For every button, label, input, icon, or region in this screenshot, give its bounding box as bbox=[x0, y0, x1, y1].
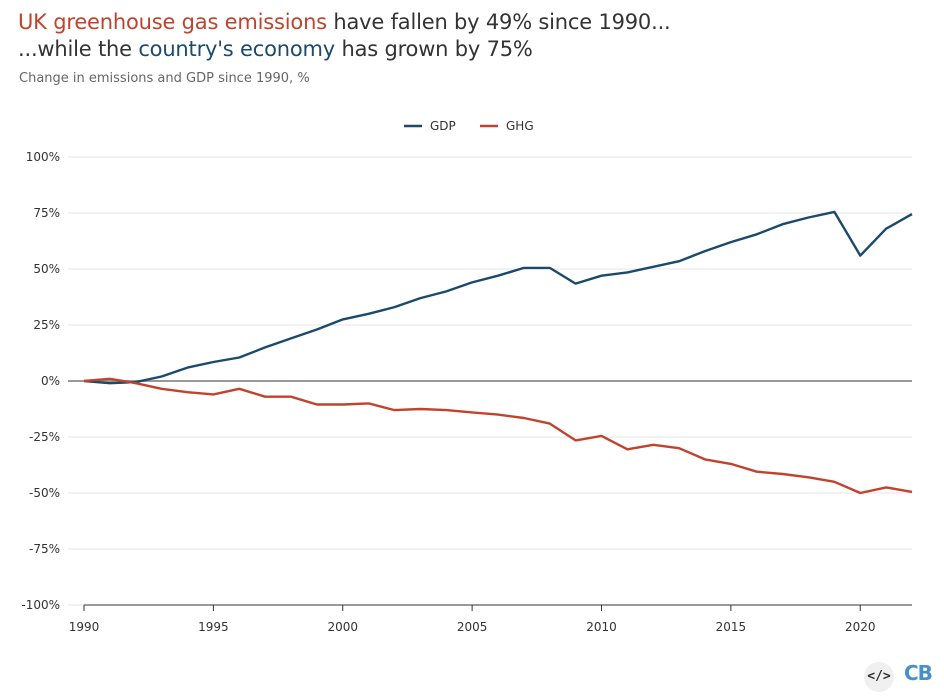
y-tick-label: 75% bbox=[33, 206, 60, 220]
chart-title-line-2: ...while the country's economy has grown… bbox=[18, 36, 533, 62]
legend: GDP GHG bbox=[404, 119, 534, 133]
series-line-ghg bbox=[83, 377, 913, 495]
y-tick-label: 50% bbox=[33, 262, 60, 276]
legend-label-gdp: GDP bbox=[430, 119, 456, 133]
y-tick-label: -25% bbox=[29, 430, 60, 444]
y-tick-label: 0% bbox=[41, 374, 60, 388]
x-axis: 1990 1995 2000 2005 2010 2015 2020 bbox=[69, 604, 912, 634]
y-tick-label: -50% bbox=[29, 486, 60, 500]
x-tick-label: 1995 bbox=[198, 620, 229, 634]
title-line-2-start: ...while the bbox=[18, 37, 139, 61]
y-axis-ticks: 100% 75% 50% 25% 0% -25% -50% -75% -100% bbox=[21, 150, 60, 612]
y-tick-label: -100% bbox=[21, 598, 60, 612]
x-tick-label: 2000 bbox=[327, 620, 358, 634]
y-tick-label: 100% bbox=[26, 150, 60, 164]
title-line-2-rest: has grown by 75% bbox=[334, 37, 533, 61]
carbon-brief-logo: CB bbox=[904, 661, 933, 685]
y-tick-label: -75% bbox=[29, 542, 60, 556]
x-tick-label: 1990 bbox=[69, 620, 100, 634]
chart-title-line-1: UK greenhouse gas emissions have fallen … bbox=[18, 9, 671, 35]
chart-subtitle: Change in emissions and GDP since 1990, … bbox=[19, 71, 310, 86]
y-tick-label: 25% bbox=[33, 318, 60, 332]
title-line-1-rest: have fallen by 49% since 1990... bbox=[326, 10, 671, 34]
embed-code-icon[interactable]: </> bbox=[864, 662, 894, 692]
title-ghg-highlight: UK greenhouse gas emissions bbox=[18, 10, 327, 34]
series-line-gdp bbox=[83, 210, 913, 385]
title-gdp-highlight: country's economy bbox=[138, 37, 335, 61]
x-tick-label: 2005 bbox=[457, 620, 488, 634]
x-tick-label: 2020 bbox=[845, 620, 876, 634]
series-lines bbox=[83, 210, 913, 495]
x-tick-label: 2015 bbox=[716, 620, 747, 634]
x-tick-label: 2010 bbox=[586, 620, 617, 634]
legend-label-ghg: GHG bbox=[506, 119, 534, 133]
